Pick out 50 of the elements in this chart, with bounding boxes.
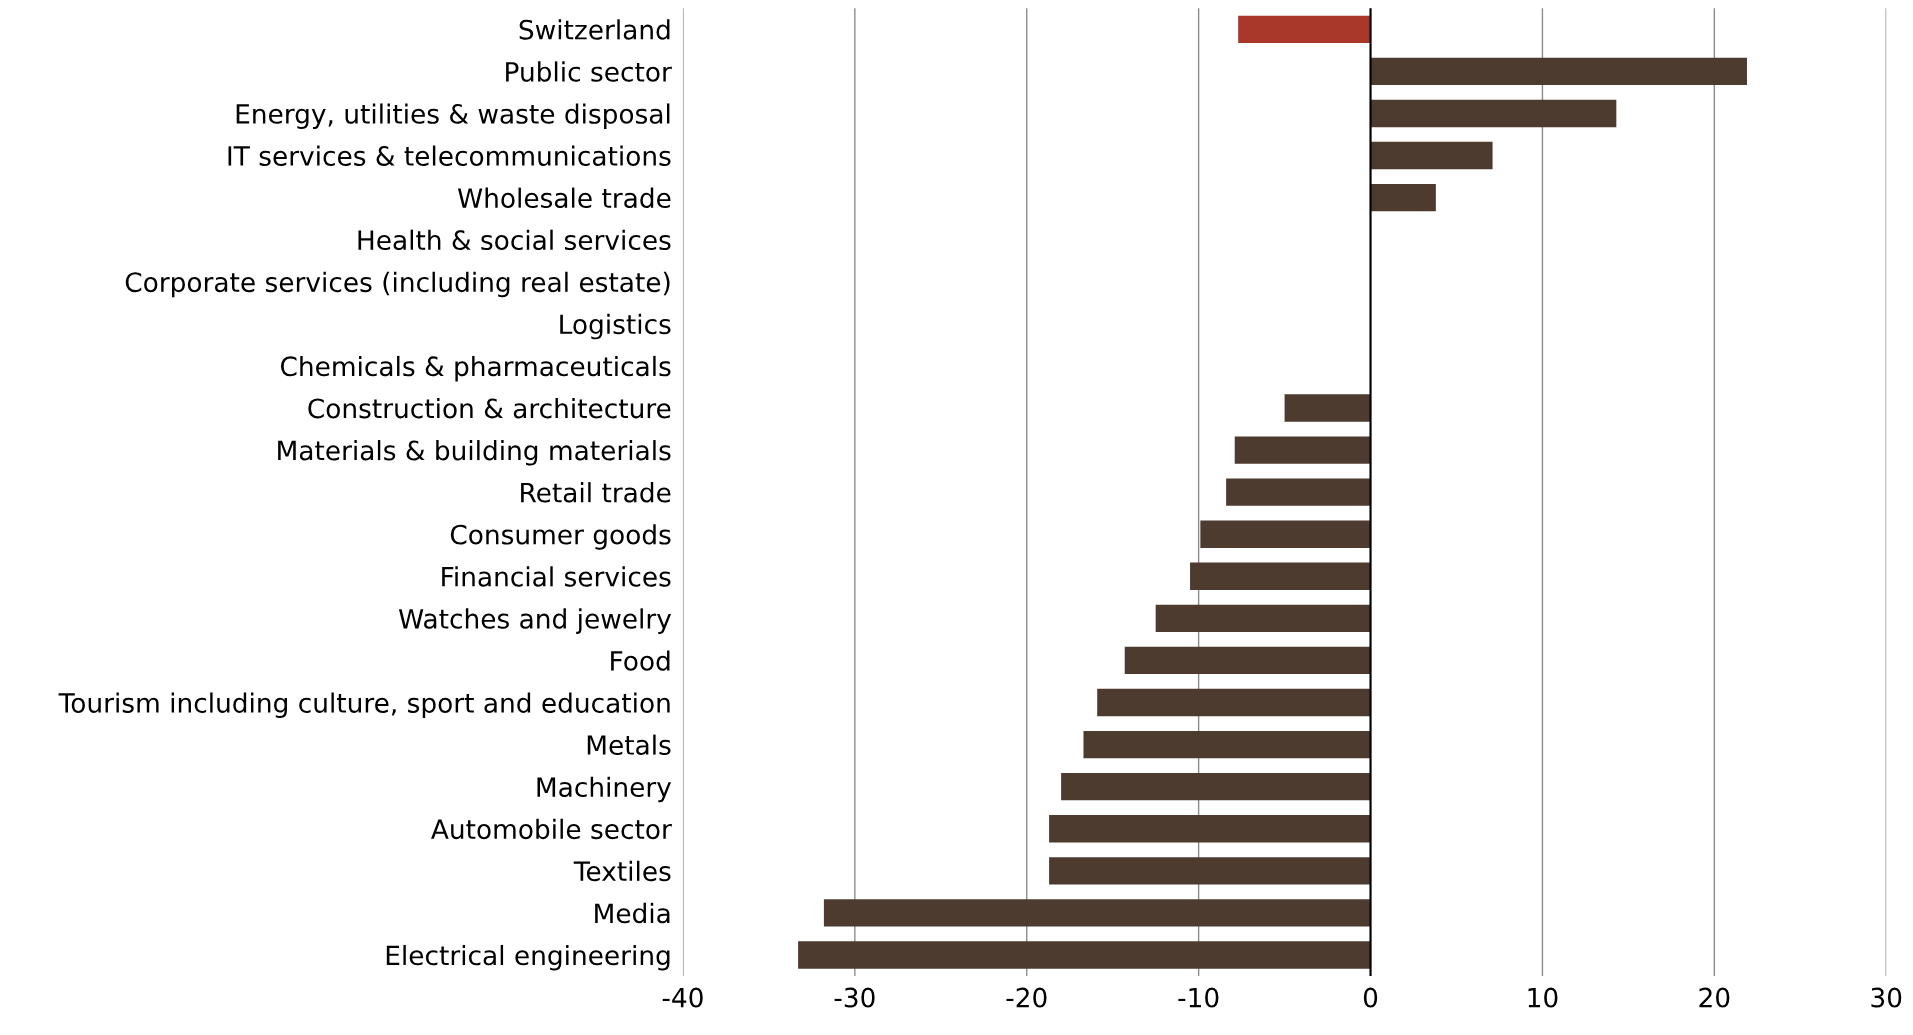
- bar: [1284, 394, 1371, 422]
- bar: [1097, 688, 1371, 717]
- bar: [1370, 57, 1747, 86]
- y-tick-label: Consumer goods: [450, 524, 671, 550]
- x-tick-label: 10: [1528, 987, 1558, 1008]
- x-tick-label: -30: [834, 987, 875, 1008]
- bar: [1083, 730, 1371, 759]
- x-tick-label: 20: [1699, 987, 1730, 1008]
- y-tick-label: Watches and jewelry: [398, 608, 672, 634]
- y-tick-label: Textiles: [573, 860, 671, 882]
- y-tick-label: Logistics: [560, 313, 671, 340]
- y-tick-label: Financial services: [442, 566, 671, 587]
- y-tick-label: Public sector: [506, 61, 672, 82]
- bar: [1226, 478, 1371, 506]
- y-tick-label: Energy, utilities & waste disposal: [236, 103, 670, 129]
- bar: [1155, 604, 1371, 633]
- y-tick-label: Retail trade: [521, 482, 671, 503]
- y-tick-label: Chemicals & pharmaceuticals: [280, 355, 671, 382]
- x-tick-label: 0: [1363, 987, 1378, 1008]
- y-tick-label: Metals: [587, 734, 671, 755]
- bar: [1370, 183, 1436, 212]
- x-tick-label: -10: [1178, 987, 1219, 1008]
- y-tick-label: Media: [595, 902, 670, 924]
- y-tick-label: IT services & telecommunications: [228, 145, 671, 166]
- bar: [1200, 520, 1371, 548]
- bar: [1049, 815, 1371, 843]
- bar: [1238, 15, 1371, 43]
- bar: [1190, 562, 1371, 590]
- y-tick-label: Electrical engineering: [386, 944, 670, 971]
- y-tick-label: Wholesale trade: [457, 187, 671, 209]
- x-tick-label: -40: [662, 987, 703, 1008]
- y-tick-label: Corporate services (including real estate): [125, 271, 670, 298]
- bar: [1234, 436, 1371, 464]
- y-tick-label: Machinery: [537, 776, 672, 803]
- x-tick-label: -20: [1006, 987, 1047, 1008]
- y-tick-label: Switzerland: [519, 19, 670, 40]
- bar: [1370, 141, 1493, 170]
- bar: [1061, 772, 1371, 801]
- y-tick-label: Food: [611, 650, 670, 671]
- y-tick-label: Tourism including culture, sport and education: [58, 692, 670, 719]
- y-tick-label: Materials & building materials: [278, 440, 671, 466]
- y-tick-label: Automobile sector: [431, 818, 672, 840]
- bar: [798, 941, 1371, 969]
- bar: [1049, 857, 1371, 885]
- y-tick-label: Construction & architecture: [308, 397, 671, 419]
- bar: [1370, 99, 1617, 128]
- bar: [1124, 646, 1371, 675]
- y-tick-label: Health & social services: [358, 229, 671, 251]
- bar: [823, 899, 1371, 927]
- x-tick-label: 30: [1871, 987, 1902, 1008]
